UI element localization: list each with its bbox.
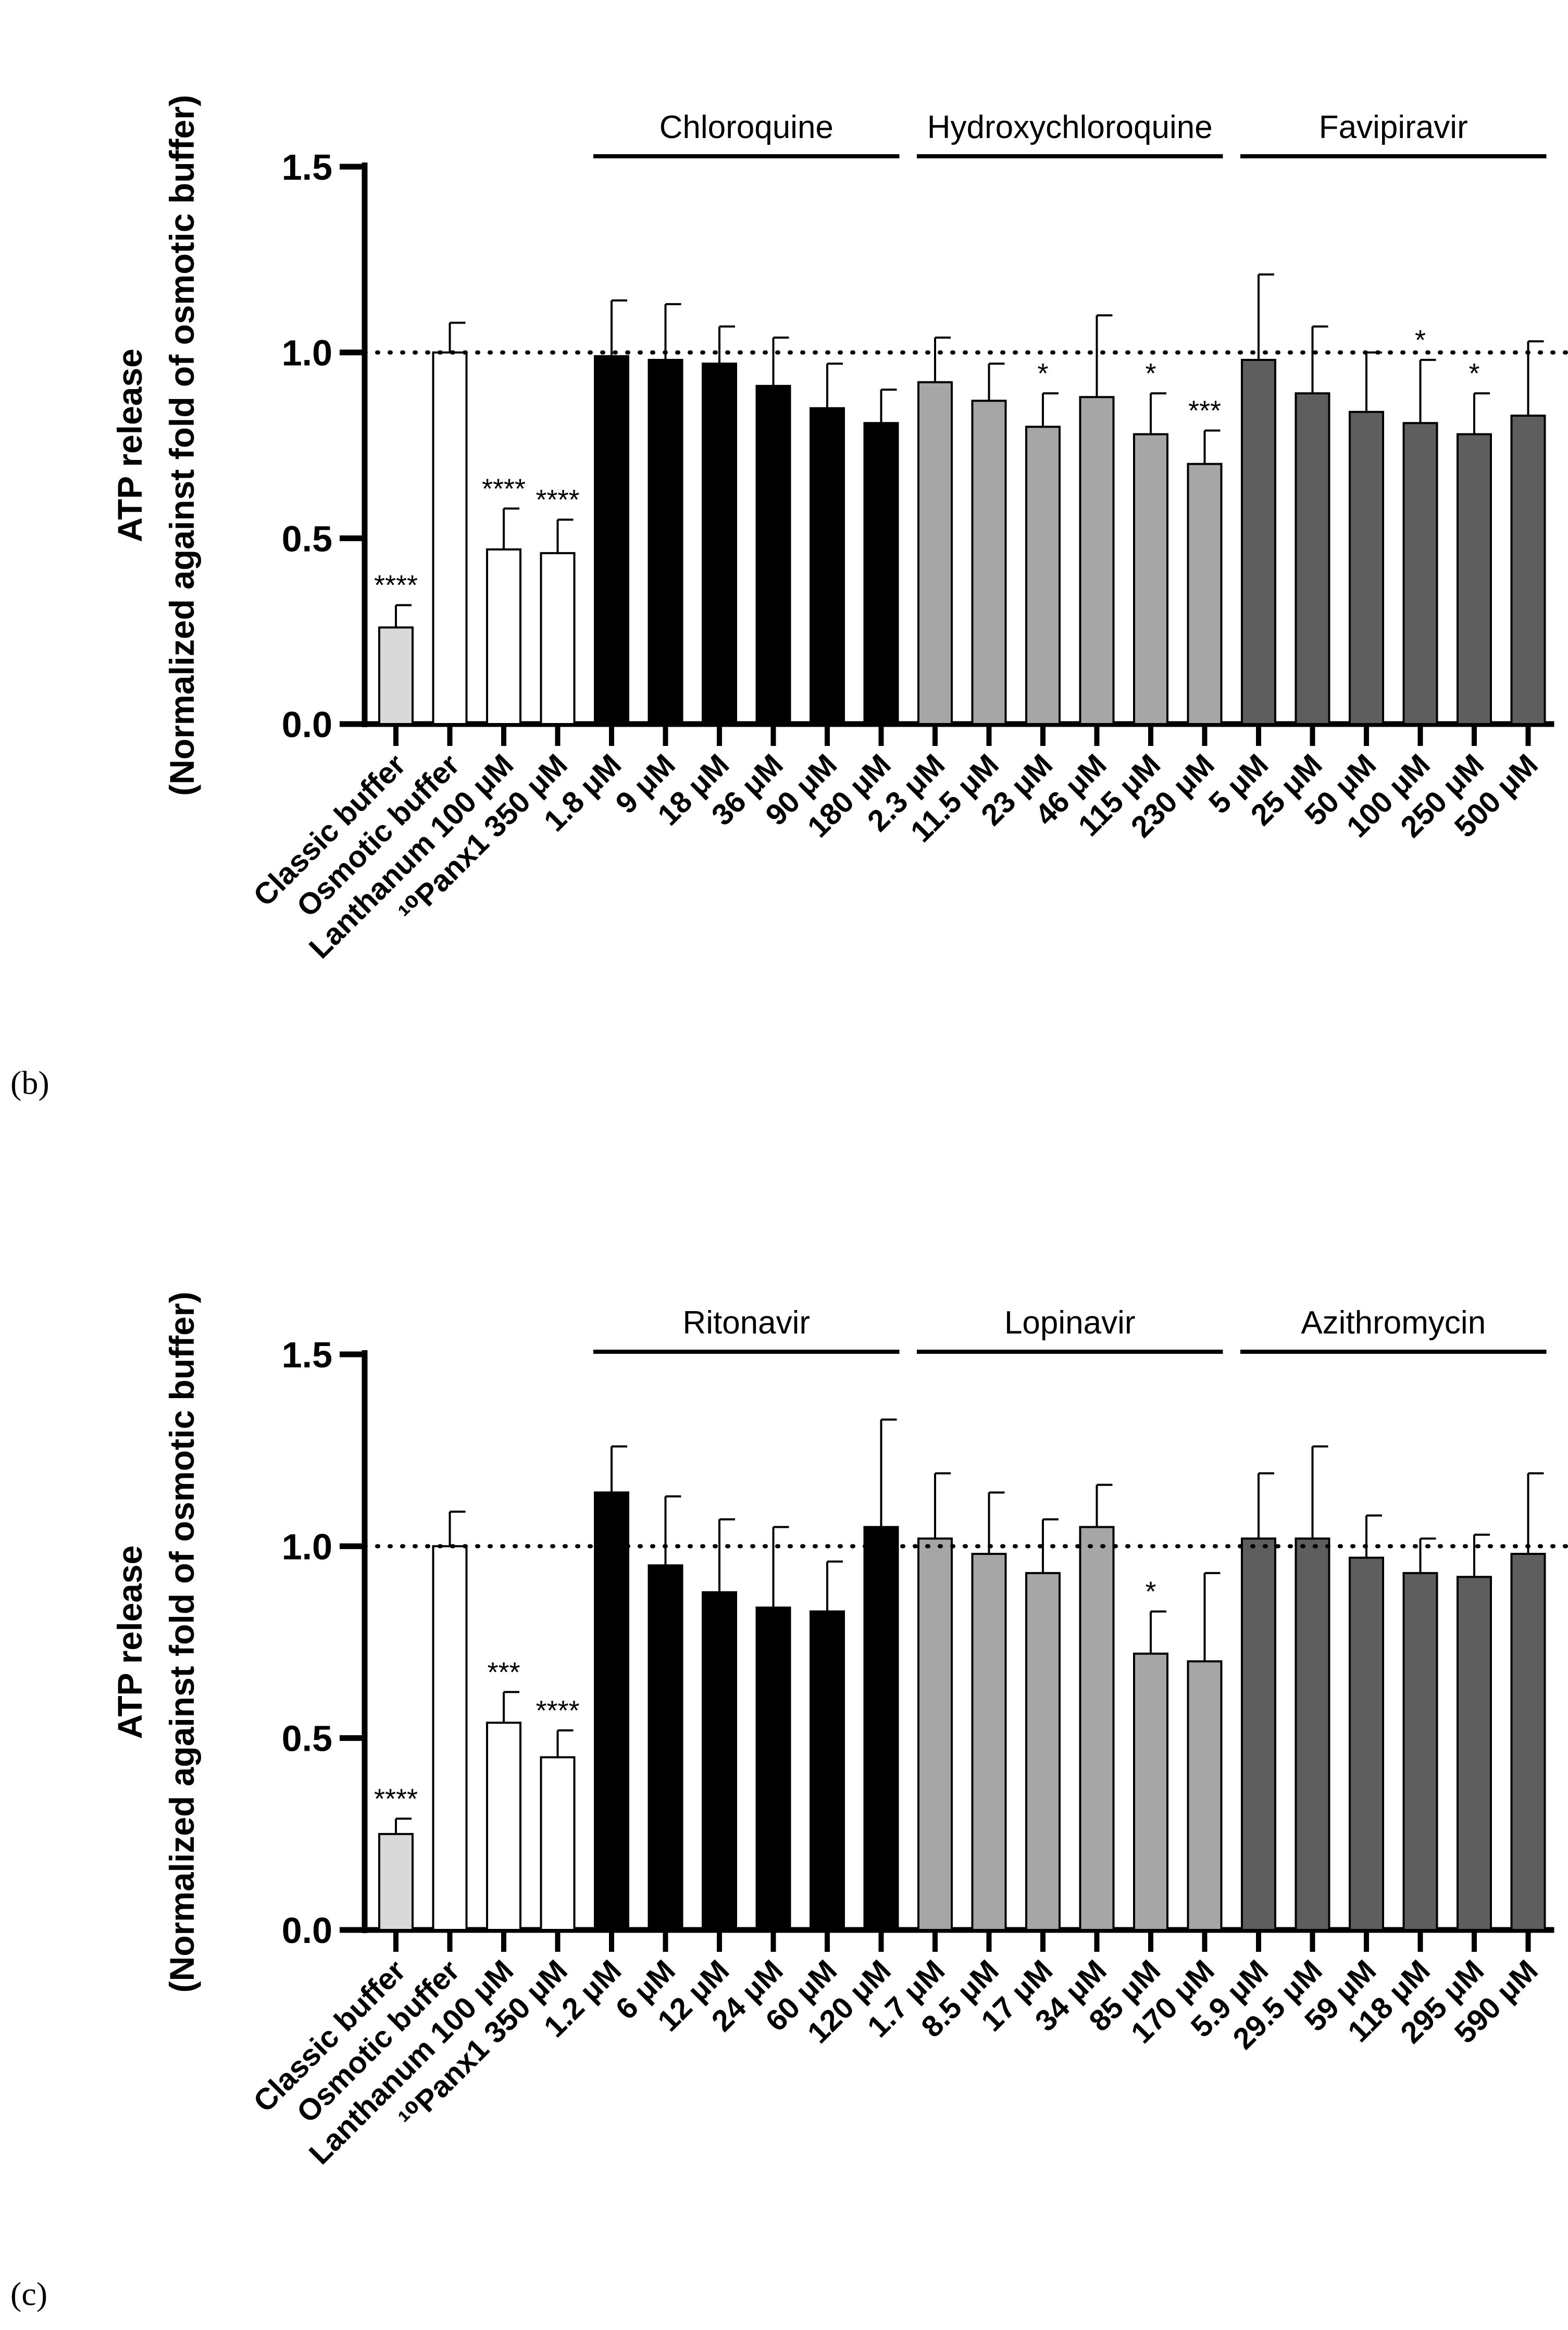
bar: [810, 407, 845, 725]
bar: [486, 1722, 521, 1931]
bar: [648, 358, 683, 725]
bar: [755, 1606, 791, 1931]
panel-label: (c): [10, 2275, 47, 2312]
bar: [863, 1526, 899, 1931]
bar: [1457, 433, 1492, 725]
y-axis-title: ATP release: [110, 1546, 149, 1739]
panel-label: (b): [10, 1064, 49, 1101]
bar: [1241, 358, 1276, 725]
bar: [1187, 463, 1223, 726]
y-tick-label: 0.0: [282, 704, 332, 745]
significance-mark: ***: [1188, 395, 1221, 426]
bar: [1402, 1572, 1438, 1931]
y-tick-label: 1.0: [282, 1526, 332, 1567]
bar: [432, 351, 468, 725]
significance-mark: ***: [487, 1656, 520, 1688]
chart-panel-c: (c) ATP release (Normalized against fold o…: [10, 1292, 1568, 2312]
significance-mark: ****: [374, 1783, 418, 1814]
bar: [1295, 1537, 1330, 1932]
bar: [432, 1545, 468, 1931]
significance-mark: *: [1415, 325, 1426, 356]
bar: [1349, 410, 1384, 725]
bar: [917, 381, 953, 725]
group-label: Ritonavir: [682, 1305, 810, 1341]
bar: [486, 548, 521, 725]
bar: [702, 363, 737, 725]
significance-mark: ****: [536, 1695, 579, 1726]
y-tick-label: 1.5: [282, 1335, 332, 1375]
bar: [863, 422, 899, 725]
bar: [1241, 1537, 1276, 1932]
bar: [378, 626, 414, 725]
bar: [971, 1553, 1007, 1931]
bar: [755, 384, 791, 725]
significance-mark: *: [1145, 358, 1156, 389]
bar: [540, 1756, 576, 1931]
y-tick-label: 0.5: [282, 1718, 332, 1759]
bar: [594, 355, 629, 725]
significance-mark: *: [1037, 358, 1048, 389]
bar: [1025, 426, 1061, 725]
bar: [378, 1833, 414, 1931]
bar: [594, 1491, 629, 1931]
significance-mark: ****: [374, 570, 418, 601]
bar: [1133, 433, 1168, 725]
y-axis-title: ATP release: [110, 348, 149, 542]
bar: [1457, 1576, 1492, 1931]
bar: [1079, 396, 1115, 725]
bar: [810, 1610, 845, 1931]
group-label: Azithromycin: [1301, 1305, 1486, 1341]
bar: [1133, 1652, 1168, 1932]
y-tick-label: 0.5: [282, 518, 332, 559]
bar: [1510, 1553, 1546, 1931]
significance-mark: ****: [536, 484, 579, 516]
group-label: Chloroquine: [659, 109, 833, 145]
bar: [540, 552, 576, 726]
bar: [971, 400, 1007, 725]
significance-mark: *: [1145, 1576, 1156, 1608]
bar: [1402, 422, 1438, 725]
group-label: Favipiravir: [1319, 109, 1468, 145]
bar: [1187, 1660, 1223, 1931]
bar: [1510, 414, 1546, 725]
y-axis-subtitle: (Normalized against fold of osmotic buff…: [163, 95, 201, 796]
bar: [1349, 1556, 1384, 1931]
bar: [1079, 1526, 1115, 1931]
bar: [648, 1564, 683, 1932]
chart-panel-b: (b) ATP release (Normalized against fold o…: [10, 95, 1568, 1101]
y-tick-label: 1.0: [282, 333, 332, 373]
significance-mark: ****: [482, 473, 526, 504]
y-tick-label: 1.5: [282, 147, 332, 188]
y-axis-subtitle: (Normalized against fold of osmotic buff…: [163, 1292, 201, 1993]
bar: [702, 1591, 737, 1932]
bar: [1025, 1572, 1061, 1931]
group-label: Hydroxychloroquine: [927, 109, 1213, 145]
bar: [1295, 392, 1330, 725]
significance-mark: *: [1469, 358, 1479, 389]
group-label: Lopinavir: [1004, 1305, 1136, 1341]
y-tick-label: 0.0: [282, 1910, 332, 1951]
bar: [917, 1537, 953, 1932]
